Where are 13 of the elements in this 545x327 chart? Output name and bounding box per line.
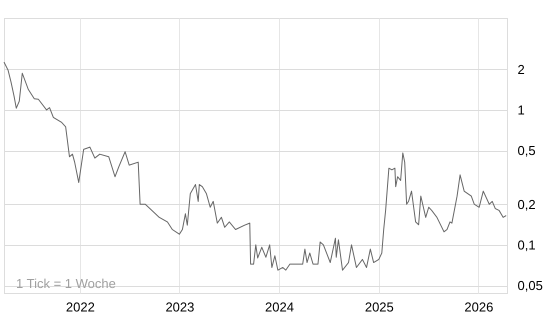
x-tick-label: 2023 [165, 300, 194, 314]
x-tick-label: 2026 [464, 300, 494, 314]
y-tick-label: 0,1 [518, 237, 536, 252]
x-tick-label: 2025 [364, 300, 394, 314]
y-tick-label: 0,05 [518, 278, 543, 294]
y-tick-label: 0,5 [518, 143, 536, 158]
y-tick-label: 2 [518, 62, 525, 77]
x-tick-label: 2024 [265, 300, 294, 314]
x-tick-label: 2022 [66, 300, 95, 314]
annotation: 1 Tick = 1 Woche [16, 276, 116, 291]
y-tick-label: 0,2 [518, 196, 536, 212]
y-tick-label: 1 [518, 102, 525, 118]
line-series [4, 62, 507, 271]
